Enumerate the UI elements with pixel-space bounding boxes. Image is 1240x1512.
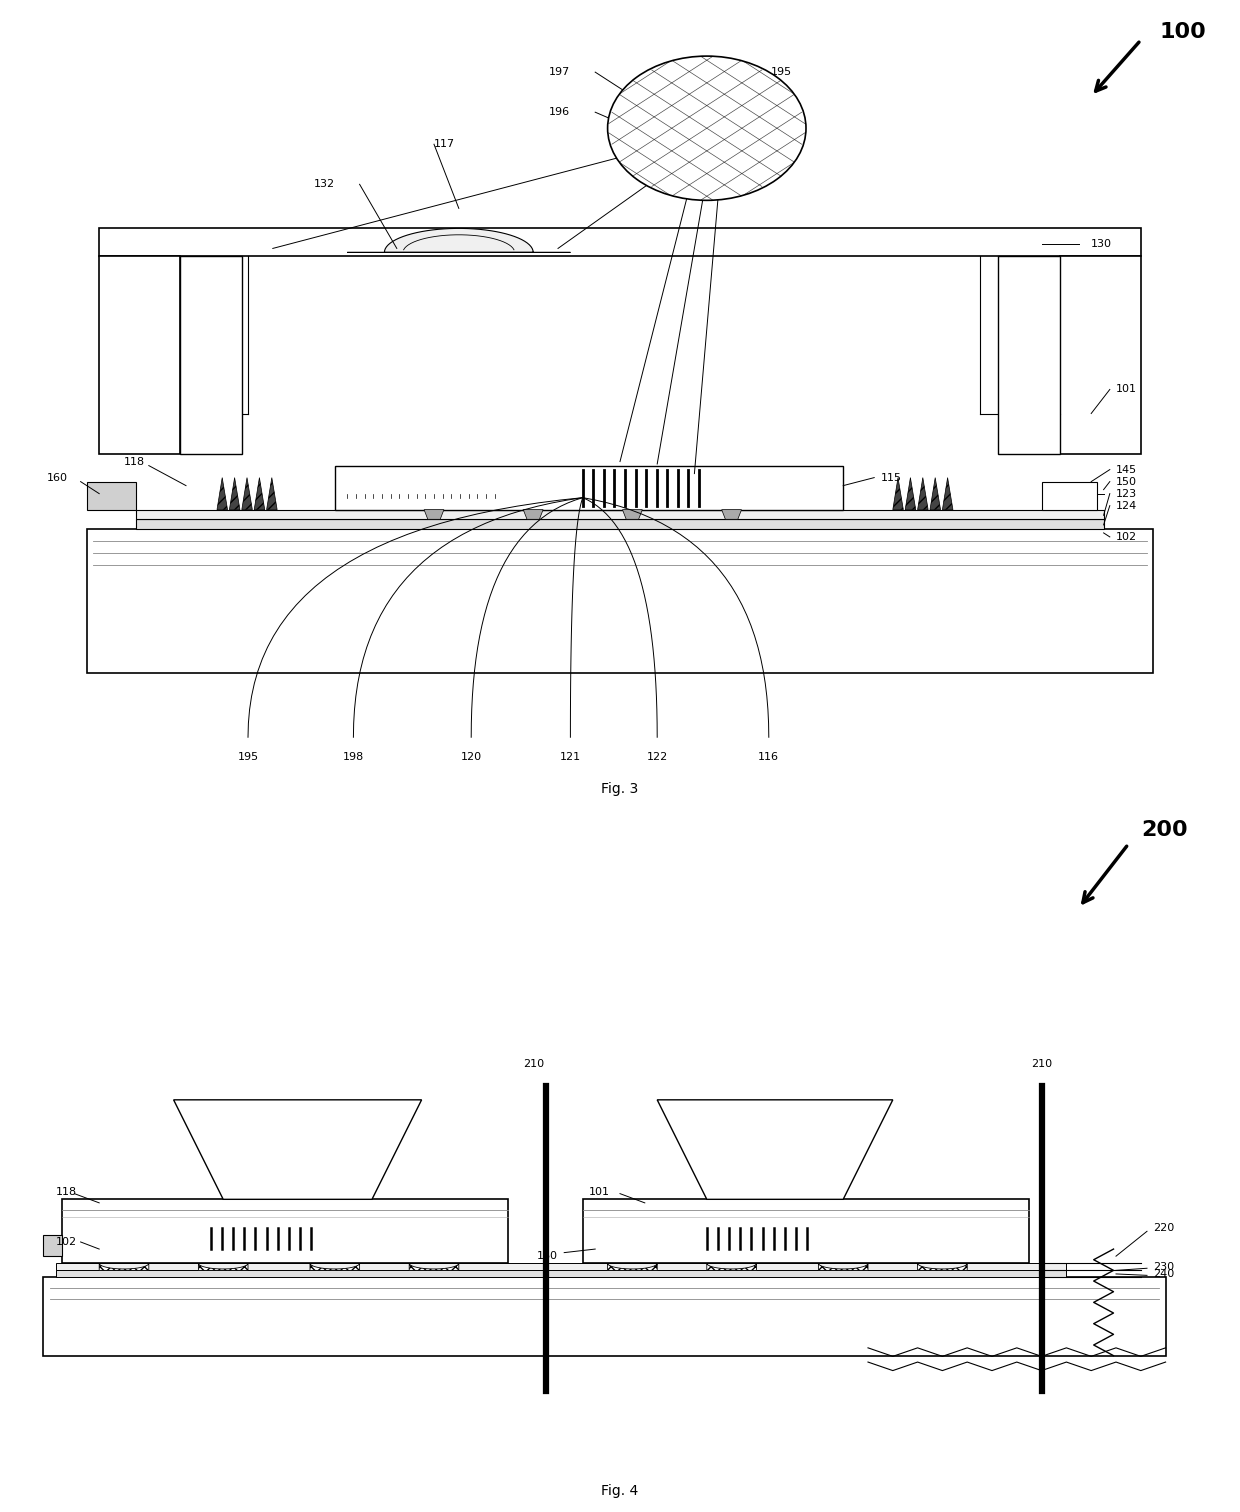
Polygon shape (523, 510, 543, 519)
Text: 220: 220 (1153, 1223, 1174, 1232)
Text: 122: 122 (646, 753, 668, 762)
Polygon shape (99, 257, 180, 454)
Text: 101: 101 (589, 1187, 610, 1198)
Polygon shape (409, 1264, 459, 1270)
Polygon shape (254, 478, 265, 510)
Text: 101: 101 (1116, 384, 1137, 395)
Text: 196: 196 (549, 107, 570, 118)
Polygon shape (942, 478, 952, 510)
Polygon shape (267, 478, 278, 510)
Polygon shape (87, 529, 1153, 673)
Polygon shape (722, 510, 742, 519)
Polygon shape (56, 1270, 1066, 1278)
Text: 124: 124 (1116, 500, 1137, 511)
Polygon shape (424, 510, 444, 519)
Text: 130: 130 (1091, 239, 1112, 249)
Polygon shape (1042, 482, 1097, 510)
Polygon shape (43, 1278, 1166, 1356)
Text: 198: 198 (342, 753, 365, 762)
Ellipse shape (608, 56, 806, 200)
Polygon shape (918, 478, 928, 510)
Text: 195: 195 (770, 67, 792, 77)
Polygon shape (229, 478, 241, 510)
Polygon shape (918, 1264, 967, 1270)
Polygon shape (608, 1264, 657, 1270)
Polygon shape (1060, 257, 1141, 454)
Polygon shape (347, 228, 570, 253)
Polygon shape (657, 1099, 893, 1199)
Polygon shape (905, 478, 915, 510)
Text: 121: 121 (559, 753, 582, 762)
Text: 195: 195 (237, 753, 259, 762)
Text: 150: 150 (1116, 476, 1137, 487)
Text: Fig. 4: Fig. 4 (601, 1483, 639, 1498)
Polygon shape (99, 1264, 149, 1270)
Text: 200: 200 (1141, 820, 1188, 839)
Polygon shape (62, 1199, 508, 1264)
Polygon shape (335, 466, 843, 510)
Text: 230: 230 (1153, 1263, 1174, 1272)
Text: 102: 102 (56, 1237, 77, 1247)
Polygon shape (99, 228, 1141, 257)
Text: 115: 115 (880, 473, 901, 482)
Polygon shape (998, 257, 1060, 454)
Text: 160: 160 (47, 473, 68, 482)
Text: 117: 117 (434, 139, 455, 150)
Polygon shape (198, 1264, 248, 1270)
Polygon shape (707, 1264, 756, 1270)
Polygon shape (56, 1264, 1066, 1270)
Text: 100: 100 (1159, 23, 1207, 42)
Polygon shape (43, 1235, 62, 1256)
Text: 197: 197 (549, 67, 570, 77)
Text: 132: 132 (314, 180, 335, 189)
Polygon shape (930, 478, 940, 510)
Text: Fig. 3: Fig. 3 (601, 782, 639, 797)
Polygon shape (174, 1099, 422, 1199)
Text: 118: 118 (124, 457, 145, 467)
Text: 116: 116 (759, 753, 779, 762)
Text: 123: 123 (1116, 488, 1137, 499)
Polygon shape (87, 482, 136, 510)
Polygon shape (99, 257, 180, 454)
Text: 118: 118 (56, 1187, 77, 1198)
Text: 102: 102 (1116, 532, 1137, 541)
Text: 240: 240 (1153, 1269, 1174, 1279)
Text: 145: 145 (1116, 464, 1137, 475)
Polygon shape (242, 478, 253, 510)
Polygon shape (893, 478, 903, 510)
Polygon shape (818, 1264, 868, 1270)
Text: 160: 160 (537, 1250, 558, 1261)
Polygon shape (136, 510, 1104, 519)
Polygon shape (217, 478, 228, 510)
Polygon shape (622, 510, 642, 519)
Polygon shape (136, 519, 1104, 529)
Text: 210: 210 (1030, 1060, 1053, 1069)
Polygon shape (583, 1199, 1029, 1264)
Polygon shape (310, 1264, 360, 1270)
Text: 120: 120 (460, 753, 482, 762)
Text: 210: 210 (522, 1060, 544, 1069)
Polygon shape (180, 257, 242, 454)
